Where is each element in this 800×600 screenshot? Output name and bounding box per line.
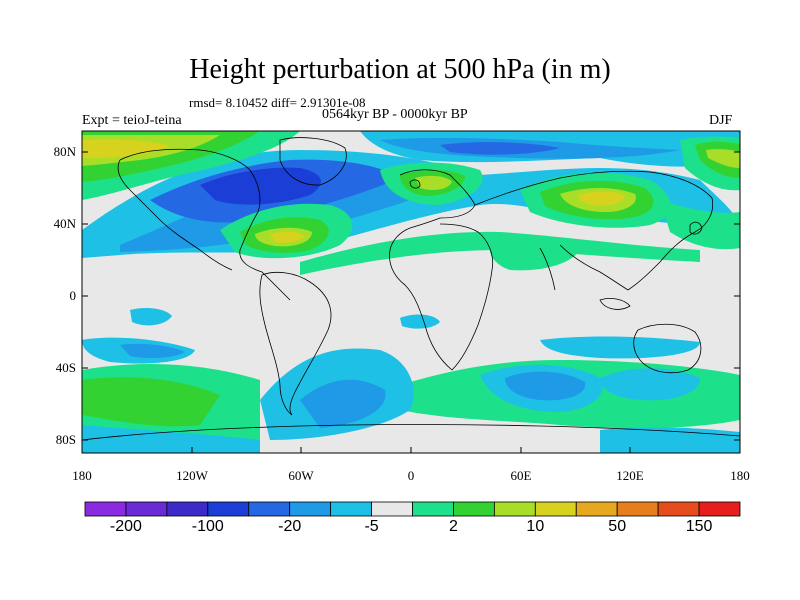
colorbar-swatch bbox=[84, 501, 127, 517]
colorbar bbox=[84, 501, 741, 517]
lon-label-180e: 180 bbox=[730, 468, 750, 483]
lat-label-40s: 40S bbox=[56, 360, 76, 375]
lon-label-120e: 120E bbox=[616, 468, 644, 483]
colorbar-label: -5 bbox=[364, 518, 379, 535]
colorbar-swatch bbox=[698, 501, 741, 517]
lat-label-40n: 40N bbox=[54, 216, 77, 231]
colorbar-label: -20 bbox=[278, 518, 302, 535]
lon-label-0: 0 bbox=[408, 468, 415, 483]
lon-ticks bbox=[81, 447, 741, 453]
lat-tick-labels: 80N 40N 0 40S 80S bbox=[54, 144, 77, 447]
colorbar-label: 50 bbox=[608, 518, 627, 535]
lat-label-80s: 80S bbox=[56, 432, 76, 447]
colorbar-swatch bbox=[616, 501, 659, 517]
colorbar-swatch bbox=[575, 501, 618, 517]
colorbar-swatch bbox=[493, 501, 536, 517]
lat-label-0: 0 bbox=[70, 288, 77, 303]
colorbar-swatch bbox=[289, 501, 332, 517]
lon-label-120w: 120W bbox=[176, 468, 209, 483]
chart-title: Height perturbation at 500 hPa (in m) bbox=[189, 54, 611, 85]
colorbar-swatch bbox=[125, 501, 168, 517]
height-perturbation-field bbox=[82, 131, 740, 453]
colorbar-label: -100 bbox=[191, 518, 224, 535]
period-label: 0564kyr BP - 0000kyr BP bbox=[322, 107, 468, 122]
colorbar-swatch bbox=[371, 501, 413, 517]
stats-label: rmsd= 8.10452 diff= 2.91301e-08 bbox=[189, 95, 366, 110]
colorbar-label: 150 bbox=[685, 518, 713, 535]
colorbar-label: 10 bbox=[526, 518, 545, 535]
colorbar-swatch bbox=[534, 501, 577, 517]
coastlines bbox=[82, 137, 740, 441]
lon-label-180w: 180 bbox=[72, 468, 92, 483]
colorbar-swatch bbox=[330, 501, 372, 517]
colorbar-label: -200 bbox=[109, 518, 142, 535]
colorbar-swatch bbox=[166, 501, 209, 517]
experiment-label: Expt = teioJ-teina bbox=[82, 113, 182, 128]
colorbar-swatch bbox=[412, 501, 454, 517]
colorbar-swatch bbox=[248, 501, 291, 517]
lon-label-60w: 60W bbox=[288, 468, 314, 483]
season-label: DJF bbox=[709, 113, 733, 128]
lat-ticks bbox=[82, 151, 740, 441]
lon-tick-labels: 180 120W 60W 0 60E 120E 180 bbox=[72, 468, 750, 483]
colorbar-swatch bbox=[657, 501, 700, 517]
lat-label-80n: 80N bbox=[54, 144, 77, 159]
colorbar-swatch bbox=[207, 501, 250, 517]
tropical-positive-band bbox=[300, 231, 700, 275]
colorbar-swatch bbox=[453, 501, 495, 517]
lon-label-60e: 60E bbox=[511, 468, 532, 483]
colorbar-label: 2 bbox=[448, 518, 458, 535]
